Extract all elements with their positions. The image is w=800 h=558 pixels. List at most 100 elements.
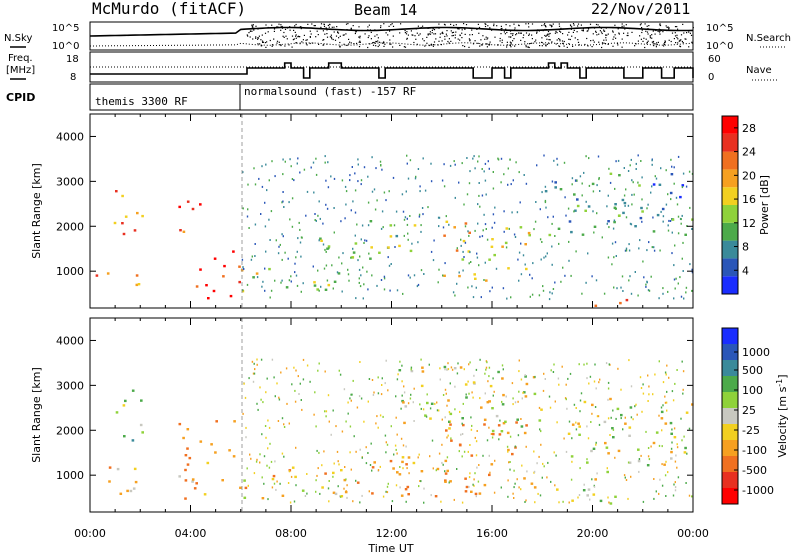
heatmap-cell: [402, 444, 405, 447]
heatmap-cell: [221, 479, 224, 482]
heatmap-cell: [453, 226, 456, 229]
heatmap-cell: [247, 208, 249, 211]
heatmap-cell: [351, 166, 353, 168]
noise-scatter-point: [544, 23, 546, 25]
heatmap-cell: [268, 179, 270, 182]
y-tick-label: 2000: [56, 424, 84, 437]
heatmap-cell: [488, 400, 490, 403]
heatmap-cell: [443, 274, 446, 277]
noise-scatter-point: [571, 35, 573, 37]
heatmap-cell: [182, 230, 186, 233]
heatmap-cell: [373, 391, 375, 394]
noise-scatter-point: [384, 43, 386, 45]
heatmap-cell: [332, 287, 334, 290]
heatmap-cell: [578, 494, 581, 496]
heatmap-cell: [385, 490, 387, 493]
heatmap-cell: [676, 203, 679, 206]
heatmap-cell: [641, 410, 643, 413]
heatmap-cell: [401, 364, 403, 367]
noise-scatter-point: [561, 40, 564, 42]
heatmap-cell: [424, 189, 427, 192]
heatmap-cell: [254, 223, 257, 226]
heatmap-cell: [639, 216, 643, 220]
noise-scatter-point: [688, 46, 690, 48]
noise-scatter-point: [655, 29, 657, 32]
heatmap-cell: [614, 456, 616, 459]
heatmap-cell: [507, 448, 510, 452]
heatmap-cell: [495, 267, 498, 270]
heatmap-cell: [315, 425, 317, 428]
heatmap-cell: [588, 184, 591, 187]
heatmap-cell: [471, 285, 473, 288]
noise-scatter-point: [577, 23, 580, 25]
heatmap-cell: [432, 467, 434, 470]
heatmap-cell: [359, 285, 362, 288]
noise-scatter-point: [302, 39, 304, 41]
heatmap-cell: [418, 485, 420, 488]
heatmap-cell: [607, 256, 610, 259]
heatmap-cell: [574, 209, 577, 212]
heatmap-cell: [674, 382, 676, 385]
noise-scatter-point: [267, 31, 269, 33]
heatmap-cell: [478, 492, 482, 495]
heatmap-cell: [513, 497, 515, 499]
heatmap-cell: [333, 231, 335, 234]
noise-scatter-point: [558, 38, 560, 40]
heatmap-cell: [587, 488, 591, 491]
heatmap-cell: [472, 381, 476, 384]
heatmap-cell: [641, 198, 643, 201]
noise-scatter-point: [536, 32, 538, 34]
heatmap-cell: [294, 262, 296, 265]
heatmap-cell: [126, 489, 129, 493]
heatmap-cell: [276, 382, 278, 385]
noise-scatter-point: [490, 28, 492, 30]
heatmap-cell: [625, 247, 628, 250]
noise-scatter-point: [640, 23, 642, 25]
heatmap-cell: [660, 406, 663, 409]
noise-scatter-point: [417, 25, 419, 27]
heatmap-cell: [499, 419, 501, 422]
heatmap-cell: [360, 274, 362, 277]
heatmap-cell: [525, 424, 528, 427]
noise-scatter-point: [322, 30, 324, 32]
velocity-colorbar-tick-label: 500: [742, 364, 763, 377]
noise-scatter-point: [503, 31, 505, 33]
heatmap-cell: [441, 443, 443, 446]
heatmap-cell: [497, 157, 499, 160]
heatmap-cell: [668, 219, 670, 222]
heatmap-cell: [682, 241, 684, 244]
heatmap-cell: [407, 456, 411, 459]
heatmap-cell: [659, 478, 661, 481]
heatmap-cell: [324, 472, 327, 475]
heatmap-cell: [506, 445, 509, 448]
heatmap-cell: [327, 245, 331, 248]
heatmap-cell: [438, 409, 440, 412]
heatmap-cell: [468, 363, 470, 366]
heatmap-cell: [324, 155, 326, 158]
heatmap-cell: [388, 264, 391, 267]
heatmap-cell: [671, 390, 674, 393]
heatmap-cell: [674, 486, 677, 489]
noise-scatter-point: [480, 44, 482, 46]
noise-scatter-point: [345, 33, 347, 35]
heatmap-cell: [413, 387, 415, 390]
noise-scatter-point: [297, 36, 299, 38]
noise-scatter-point: [505, 24, 507, 26]
heatmap-cell: [526, 470, 528, 473]
heatmap-cell: [316, 288, 319, 291]
heatmap-cell: [603, 292, 606, 295]
heatmap-cell: [384, 434, 387, 437]
noise-scatter-point: [459, 39, 461, 41]
heatmap-cell: [492, 187, 495, 190]
heatmap-cell: [355, 479, 357, 482]
noise-scatter-point: [330, 36, 333, 38]
noise-scatter-point: [343, 34, 345, 36]
heatmap-cell: [679, 276, 681, 279]
noise-scatter-point: [463, 23, 465, 25]
heatmap-cell: [328, 500, 330, 503]
noise-scatter-point: [551, 25, 553, 27]
heatmap-cell: [471, 424, 473, 427]
noise-scatter-point: [589, 23, 592, 25]
noise-scatter-point: [471, 34, 473, 36]
heatmap-cell: [448, 481, 450, 484]
